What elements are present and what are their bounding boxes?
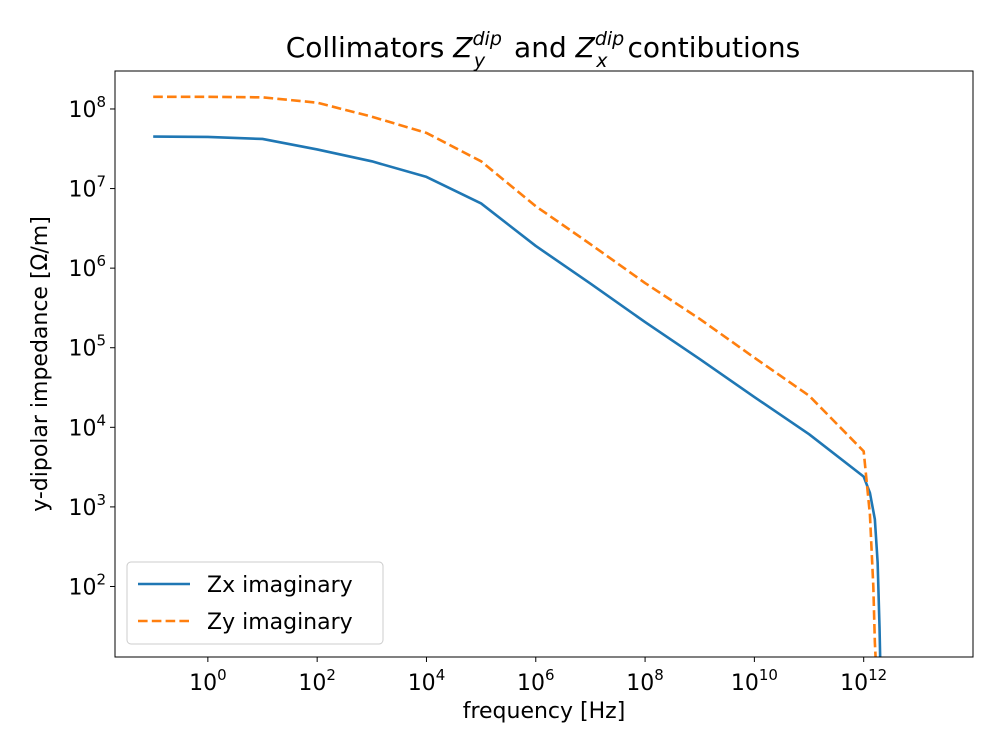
y-tick-label: 102 [68, 570, 106, 600]
legend-label-zx: Zx imaginary [207, 573, 353, 598]
title-z1: Z [452, 31, 473, 64]
x-tick-label: 102 [298, 666, 336, 696]
legend-label-zy: Zy imaginary [207, 610, 353, 635]
y-tick-label: 106 [68, 252, 106, 282]
title-suffix: contibutions [627, 31, 800, 64]
y-tick-label: 107 [68, 173, 106, 203]
series-line-zx-imaginary [153, 135, 882, 658]
title-middle: and [505, 31, 575, 64]
y-axis-ticks: 102 103 104 105 106 107 108 [68, 93, 115, 600]
y-axis-label: y-dipolar impedance [Ω/m] [28, 216, 53, 512]
series-line-zy-imaginary [153, 95, 877, 658]
y-tick-label: 108 [68, 93, 106, 123]
title-z2-sub: x [595, 50, 608, 72]
title-z1-sup: dip [472, 28, 501, 50]
x-tick-label: 1010 [731, 666, 778, 696]
x-tick-label: 108 [626, 666, 664, 696]
title-z2: Z [575, 31, 596, 64]
y-tick-label: 105 [68, 332, 106, 362]
legend: Zx imaginary Zy imaginary [126, 561, 384, 645]
x-axis-label: frequency [Hz] [463, 699, 626, 724]
x-tick-label: 104 [408, 666, 446, 696]
x-tick-label: 106 [517, 666, 555, 696]
plot-frame [114, 70, 974, 658]
y-tick-label: 104 [68, 411, 106, 441]
title-prefix: Collimators [286, 31, 454, 64]
legend-box [126, 561, 384, 645]
chart-title: Collimators Zdip y and Zdip x contibutions [286, 28, 801, 72]
x-tick-label: 100 [189, 666, 227, 696]
y-tick-label: 103 [68, 491, 106, 521]
x-tick-label: 1012 [840, 666, 887, 696]
title-z2-sup: dip [595, 28, 624, 50]
x-axis-ticks: 100 102 104 106 108 1010 1012 [189, 657, 887, 696]
plot-area [114, 70, 974, 658]
title-z1-sub: y [473, 50, 486, 72]
series-layer [153, 95, 882, 658]
